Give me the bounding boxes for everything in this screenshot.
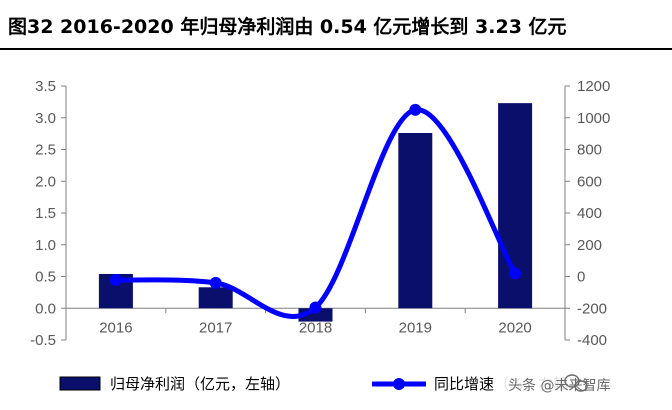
chart-axes: -0.5 0.0 0.5 1.0 1.5 2.0 2.5 3.0 3.5 -400 -200 0 200… [30,78,610,349]
y-left-tick-label: 1.0 [35,237,56,254]
bar-2017 [198,287,233,309]
legend-bar-swatch [59,376,101,391]
x-tick-label: 2017 [199,319,232,336]
y-left-tick-label: 1.5 [35,205,56,222]
y-right-tick-label: 800 [577,142,602,159]
watermark-text: 头条 @未来智库 [508,377,610,394]
y-right-tick-label: 0 [577,269,585,286]
y-right-tick-label: 1000 [577,110,610,127]
title-rule [0,48,672,50]
x-tick-label: 2018 [299,319,332,336]
y-left-tick-label: 0.0 [35,300,56,317]
growth-point-2020 [509,267,522,280]
x-tick-label: 2016 [99,319,132,336]
figure-title: 图32 2016-2020 年归母净利润由 0.54 亿元增长到 3.23 亿元 [8,16,567,38]
y-right-tick-label: -400 [577,332,607,349]
growth-line [113,107,518,319]
bar-series [98,103,533,322]
y-right-tick-label: 1200 [577,78,610,95]
y-left-tick-label: 3.5 [35,78,56,95]
x-tick-label: 2019 [399,319,432,336]
watermark: 头条 @未来智库 [500,368,672,400]
y-left-tick-label: -0.5 [30,332,56,349]
growth-point-2018 [309,301,322,314]
y-right-tick-label: 600 [577,173,602,190]
x-tick-label: 2020 [498,319,531,336]
y-left-tick-label: 0.5 [35,269,56,286]
legend-bar-label: 归母净利润（亿元，左轴） [110,375,290,393]
y-left-tick-label: 3.0 [35,110,56,127]
y-right-tick-label: 200 [577,237,602,254]
y-right-tick-label: -200 [577,300,607,317]
y-left-tick-label: 2.0 [35,173,56,190]
growth-point-2016 [109,273,122,286]
bar-2019 [398,132,433,309]
growth-line-series [109,103,522,319]
growth-point-2019 [409,103,422,116]
y-right-tick-label: 400 [577,205,602,222]
wechat-logo-icon [564,374,588,392]
x-tick-labels: 2016 2017 2018 2019 2020 [99,319,532,336]
legend-line-marker [393,378,405,390]
growth-point-2017 [209,276,222,289]
y-left-tick-label: 2.5 [35,142,56,159]
